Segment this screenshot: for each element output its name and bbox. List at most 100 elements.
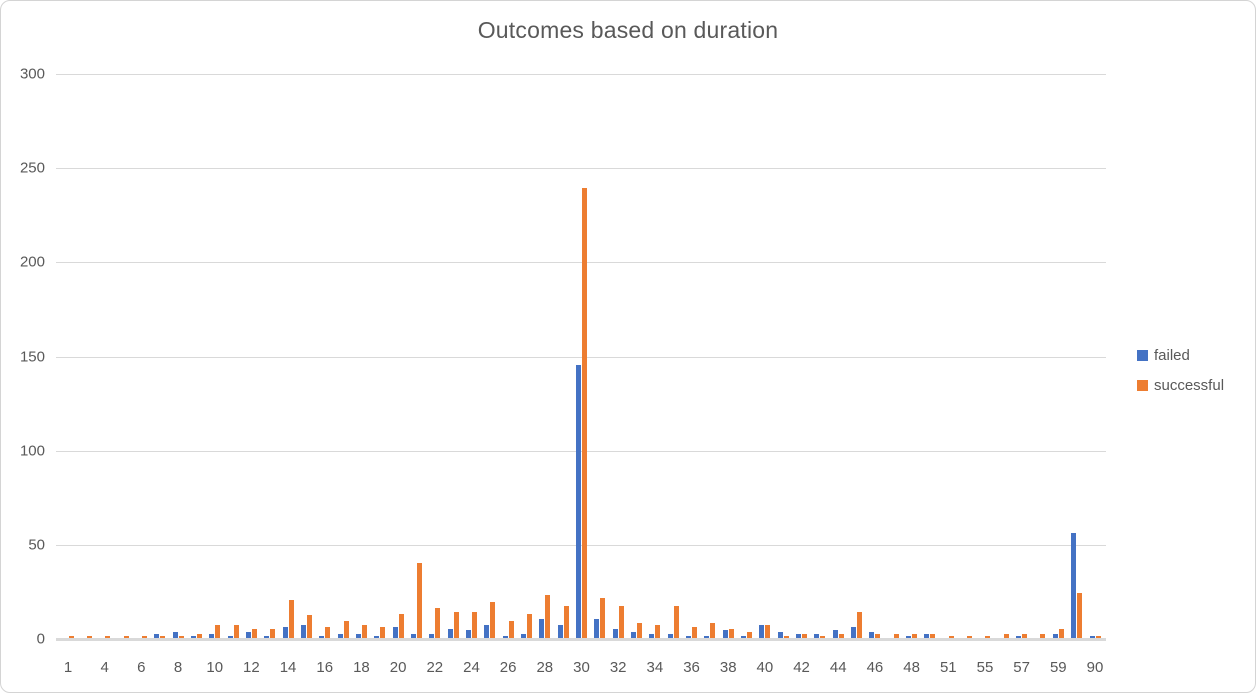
x-tick-label-51: 51	[939, 659, 957, 676]
bar-failed-57	[1016, 636, 1022, 638]
successful-series-swatch-icon	[1137, 380, 1148, 391]
bar-failed-36	[686, 636, 692, 638]
bar-failed-31	[594, 619, 600, 638]
bar-successful-36	[692, 627, 698, 638]
bar-successful-22	[435, 608, 441, 638]
y-tick-label-150: 150	[19, 348, 45, 365]
bar-failed-11	[227, 636, 233, 638]
x-tick-label-12: 12	[243, 659, 260, 676]
bar-successful-37	[710, 623, 716, 638]
bar-successful-23	[453, 612, 459, 638]
bar-failed-24	[465, 630, 471, 638]
bar-successful-31	[600, 598, 606, 638]
bar-successful-59	[1058, 629, 1064, 638]
bar-failed-22	[429, 634, 435, 638]
bar-successful-19	[380, 627, 386, 638]
x-tick-label-55: 55	[976, 659, 994, 676]
bar-successful-41	[783, 636, 789, 638]
bar-successful-28	[545, 595, 551, 638]
bar-failed-20	[392, 627, 398, 638]
bar-successful-60	[1077, 593, 1083, 638]
bar-successful-42	[802, 634, 808, 638]
x-tick-label-38: 38	[719, 659, 737, 676]
bar-successful-25	[490, 602, 496, 638]
bar-failed-21	[410, 634, 416, 638]
bar-failed-43	[814, 634, 820, 638]
legend-label-successful: successful	[1154, 377, 1225, 394]
bar-successful-32	[618, 606, 624, 638]
x-tick-label-4: 4	[100, 659, 109, 676]
bar-failed-50	[924, 634, 930, 638]
bar-successful-12	[251, 629, 257, 638]
bar-failed-13	[264, 636, 270, 638]
bar-successful-18	[361, 625, 367, 638]
bar-successful-10	[215, 625, 221, 638]
bar-successful-20	[398, 614, 404, 638]
bar-successful-3	[86, 636, 92, 638]
bar-successful-27	[526, 614, 532, 638]
x-tick-label-44: 44	[829, 659, 847, 676]
bar-failed-48	[906, 636, 912, 638]
bar-successful-21	[416, 563, 422, 638]
bar-successful-4	[105, 636, 111, 638]
x-axis-line	[56, 638, 1106, 641]
gridline-y-250	[56, 168, 1106, 170]
bar-successful-38	[728, 629, 734, 638]
bar-successful-9	[196, 634, 202, 638]
bar-successful-44	[838, 634, 844, 638]
x-tick-label-26: 26	[499, 659, 517, 676]
bar-failed-23	[447, 629, 453, 638]
bar-failed-17	[337, 634, 343, 638]
bar-successful-5	[123, 636, 129, 638]
bar-failed-39	[741, 636, 747, 638]
legend: failed successful	[1137, 347, 1224, 394]
bar-successful-7	[160, 636, 166, 638]
bar-successful-35	[673, 606, 679, 638]
bar-successful-90	[1095, 636, 1101, 638]
y-tick-label-100: 100	[19, 442, 45, 460]
x-tick-label-20: 20	[389, 659, 407, 676]
bar-successful-13	[270, 629, 276, 638]
bar-failed-18	[355, 634, 361, 638]
x-tick-label-34: 34	[646, 659, 664, 676]
x-tick-label-10: 10	[206, 659, 224, 676]
bar-successful-46	[875, 634, 881, 638]
bar-successful-11	[233, 625, 239, 638]
bar-successful-1	[68, 636, 74, 638]
bar-failed-29	[557, 625, 563, 638]
bar-failed-16	[319, 636, 325, 638]
bar-successful-53	[967, 636, 973, 638]
bar-successful-29	[563, 606, 569, 638]
gridline-y-100	[56, 450, 1106, 452]
bar-successful-16	[325, 627, 331, 638]
y-tick-label-200: 200	[19, 253, 45, 271]
bar-successful-57	[1022, 634, 1028, 638]
bar-successful-15	[306, 615, 312, 638]
x-tick-label-18: 18	[353, 659, 370, 676]
y-tick-label-250: 250	[19, 159, 45, 177]
bar-failed-35	[667, 634, 673, 638]
bar-failed-45	[851, 627, 857, 638]
bar-failed-38	[722, 630, 728, 638]
bar-failed-15	[300, 625, 306, 638]
bar-failed-9	[190, 636, 196, 638]
bar-successful-39	[747, 632, 753, 638]
x-tick-label-1: 1	[63, 659, 73, 676]
bar-failed-27	[520, 634, 526, 638]
bar-successful-14	[288, 600, 294, 638]
bar-successful-48	[912, 634, 918, 638]
bar-successful-17	[343, 621, 349, 638]
x-tick-label-90: 90	[1086, 659, 1104, 676]
x-tick-label-57: 57	[1013, 659, 1030, 676]
x-tick-label-22: 22	[426, 659, 444, 676]
x-tick-label-59: 59	[1049, 659, 1067, 676]
gridline-y-300	[56, 74, 1106, 75]
legend-label-failed: failed	[1154, 347, 1190, 364]
bar-successful-6	[141, 636, 147, 638]
bar-failed-90	[1089, 636, 1095, 638]
bar-successful-58	[1040, 634, 1046, 638]
bar-failed-59	[1052, 634, 1058, 638]
x-tick-label-16: 16	[316, 659, 334, 676]
bar-failed-28	[539, 619, 545, 638]
bar-failed-32	[612, 629, 618, 638]
